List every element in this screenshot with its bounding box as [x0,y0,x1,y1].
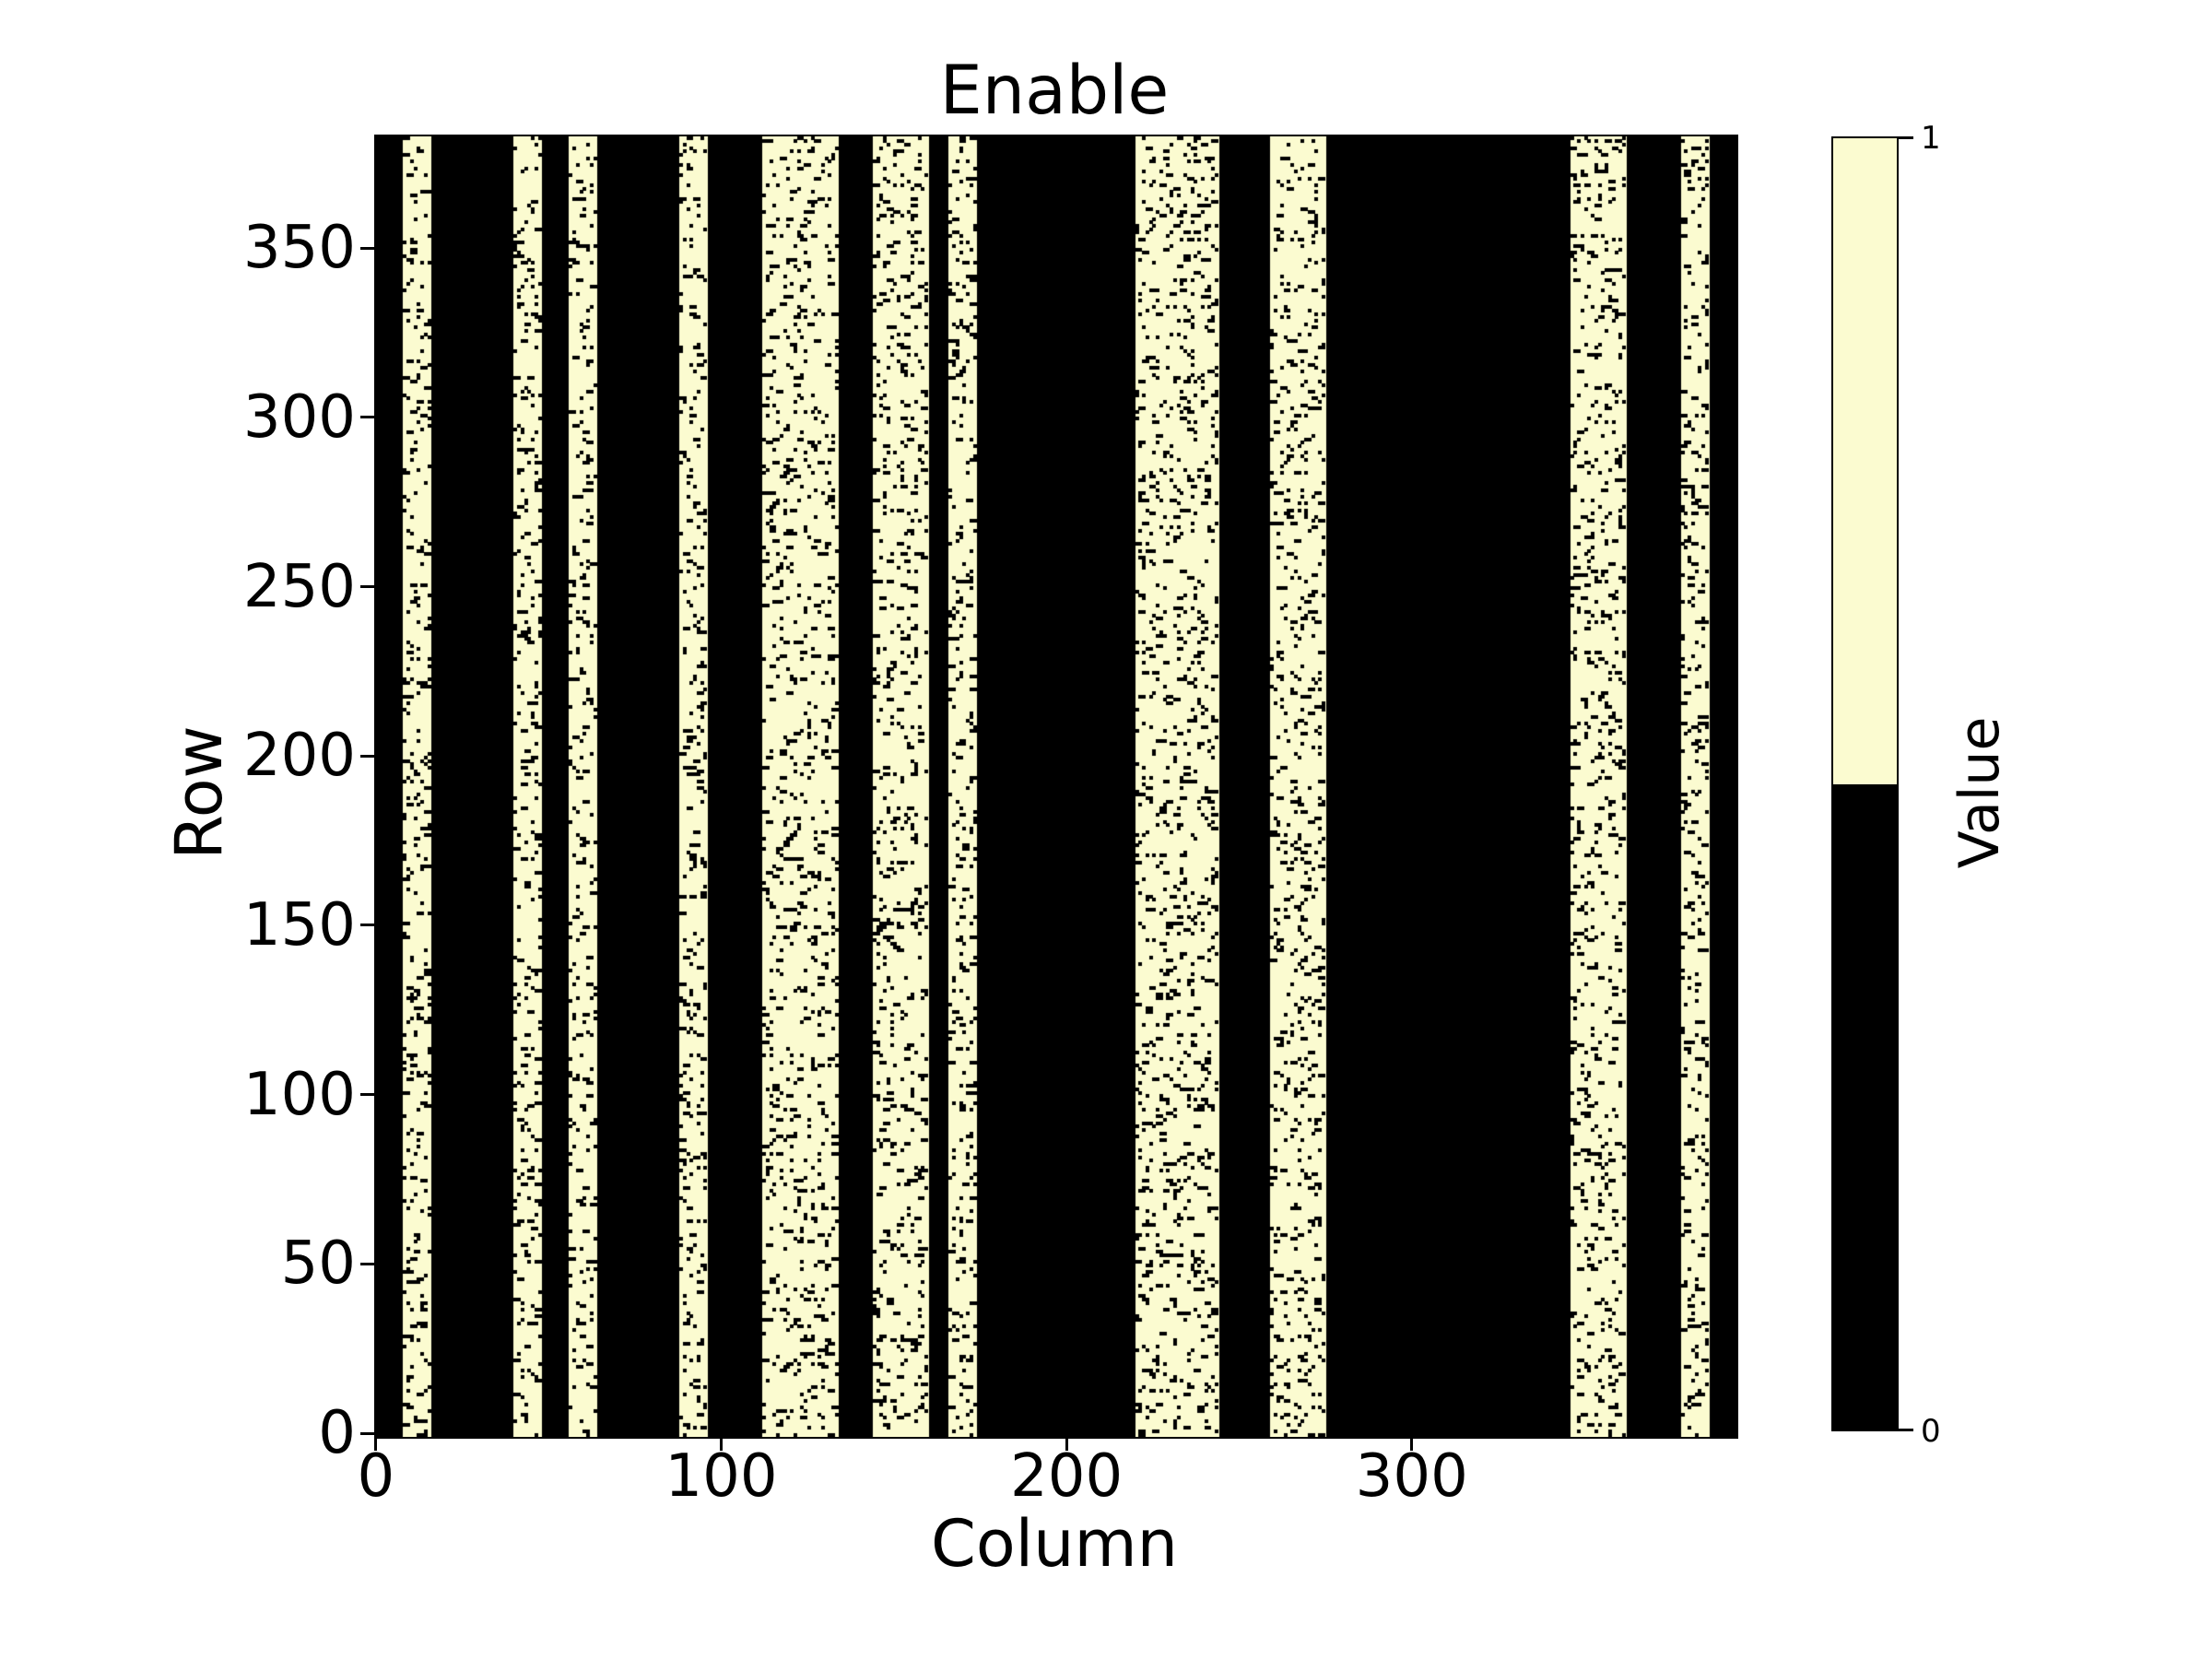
y-tick-mark [360,416,374,419]
colorbar-low-segment [1833,783,1897,1430]
y-tick-label: 350 [242,214,356,283]
colorbar-tick-label-bottom: 0 [1921,1413,1941,1450]
y-tick-mark [360,585,374,589]
colorbar-high-segment [1833,138,1897,784]
heatmap-plot-area [374,135,1738,1439]
x-tick-label: 300 [1355,1442,1468,1511]
colorbar-tick-mark-bottom [1899,1429,1913,1431]
y-tick-mark [360,924,374,927]
colorbar-label: Value [1947,716,2012,869]
x-tick-mark [719,1437,723,1451]
x-tick-label: 0 [357,1442,395,1511]
y-tick-label: 300 [242,382,356,452]
plot-title: Enable [939,52,1170,130]
x-tick-mark [1065,1437,1068,1451]
y-tick-mark [360,1431,374,1435]
x-axis-label: Column [930,1506,1179,1582]
y-axis-label: Row [161,725,237,860]
y-tick-mark [360,1093,374,1097]
y-tick-mark [360,754,374,758]
colorbar-tick-label-top: 1 [1921,120,1941,157]
x-tick-mark [1410,1437,1414,1451]
y-tick-label: 0 [318,1399,356,1468]
y-tick-label: 150 [242,890,356,959]
y-tick-label: 250 [242,552,356,621]
colorbar-tick-mark-top [1899,136,1913,139]
y-tick-label: 100 [242,1060,356,1129]
colorbar [1831,136,1899,1431]
y-tick-mark [360,1262,374,1265]
y-tick-label: 200 [242,722,356,791]
y-tick-label: 50 [280,1230,356,1299]
y-tick-mark [360,246,374,250]
x-tick-mark [374,1437,378,1451]
x-tick-label: 100 [665,1442,778,1511]
x-tick-label: 200 [1010,1442,1124,1511]
